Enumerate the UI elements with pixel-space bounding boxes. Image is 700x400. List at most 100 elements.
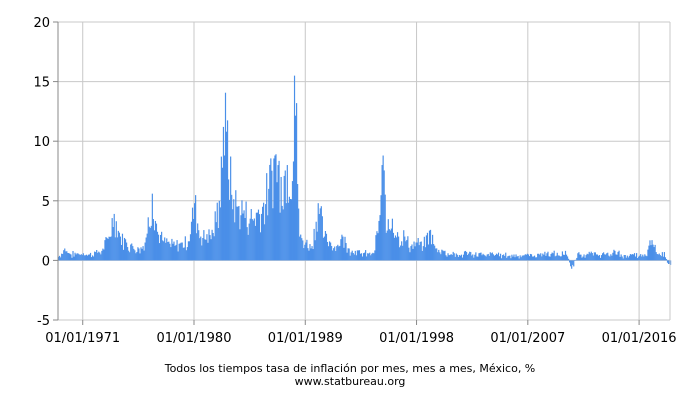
bar	[192, 218, 195, 261]
bar	[102, 248, 104, 261]
bar	[155, 223, 158, 261]
bar	[666, 260, 669, 263]
bar	[575, 259, 577, 261]
bar	[115, 221, 117, 261]
bar	[539, 254, 541, 261]
bar	[579, 254, 581, 261]
bar	[301, 238, 303, 261]
bar	[357, 250, 359, 261]
bar	[620, 254, 622, 261]
bar	[201, 245, 203, 261]
bar	[179, 243, 181, 261]
bar	[337, 244, 339, 261]
bar	[318, 213, 320, 261]
bar	[632, 254, 635, 261]
bar	[195, 195, 197, 261]
bar	[459, 255, 461, 261]
bar	[80, 254, 82, 261]
bar	[268, 188, 270, 261]
bar	[409, 252, 411, 261]
bar	[604, 254, 606, 261]
bar	[651, 240, 653, 261]
bar	[362, 253, 365, 261]
bar	[74, 252, 76, 261]
y-tick-label: 15	[33, 76, 50, 91]
bar	[83, 255, 85, 261]
bar	[501, 258, 503, 261]
bar	[388, 229, 390, 261]
bar	[564, 250, 567, 261]
bar	[568, 258, 570, 261]
bar	[529, 253, 532, 261]
bar	[152, 219, 154, 261]
bar	[389, 230, 391, 261]
bar	[239, 229, 241, 261]
bar	[266, 173, 268, 261]
bar	[419, 241, 421, 261]
bar	[615, 254, 617, 261]
bar	[296, 103, 298, 261]
bar	[460, 254, 463, 261]
bar	[556, 252, 558, 261]
bar	[519, 255, 521, 261]
bar	[82, 253, 84, 261]
bar	[94, 251, 96, 261]
bar	[304, 244, 306, 261]
bar	[381, 165, 383, 261]
bar	[137, 247, 139, 261]
bar	[71, 257, 73, 261]
bar	[349, 255, 351, 261]
bar	[278, 160, 280, 261]
bar	[199, 238, 201, 261]
bar	[346, 252, 348, 261]
bar	[500, 253, 502, 261]
bar	[176, 240, 178, 261]
bar	[324, 231, 327, 261]
bar	[415, 242, 417, 261]
bar	[644, 254, 646, 261]
bar	[543, 254, 545, 261]
bar	[472, 254, 474, 261]
bar	[436, 248, 438, 261]
bar	[108, 236, 110, 261]
bar	[566, 256, 569, 261]
bar	[292, 161, 295, 261]
bar	[654, 244, 656, 261]
bar	[348, 248, 350, 261]
bar	[226, 120, 229, 261]
bar	[592, 255, 594, 261]
bar	[165, 242, 167, 261]
bar	[134, 250, 136, 261]
bar	[550, 253, 552, 261]
bar	[233, 199, 235, 261]
bar	[164, 237, 166, 261]
bar	[317, 203, 319, 261]
bar	[157, 234, 160, 261]
bar	[283, 175, 285, 261]
bar	[451, 255, 453, 261]
bar	[515, 254, 517, 261]
bar	[639, 255, 641, 261]
bar	[105, 237, 107, 261]
bar	[609, 256, 611, 261]
bar	[303, 248, 305, 261]
bar	[79, 255, 81, 261]
bar	[380, 195, 382, 261]
x-tick-labels: 01/01/1971 01/01/1980 01/01/1989 01/01/1998…	[45, 331, 676, 346]
bar	[511, 254, 513, 261]
bar	[65, 251, 67, 261]
bar	[649, 240, 651, 261]
bar	[616, 254, 618, 261]
bar	[267, 215, 269, 261]
bar	[291, 181, 294, 261]
bar	[335, 251, 337, 261]
bar	[462, 254, 465, 261]
bar	[633, 253, 636, 261]
bar	[281, 205, 283, 261]
bar	[383, 170, 385, 261]
bar	[177, 251, 179, 261]
bar	[128, 250, 130, 261]
bar	[81, 255, 83, 261]
bar	[638, 256, 640, 261]
bar	[634, 256, 637, 261]
